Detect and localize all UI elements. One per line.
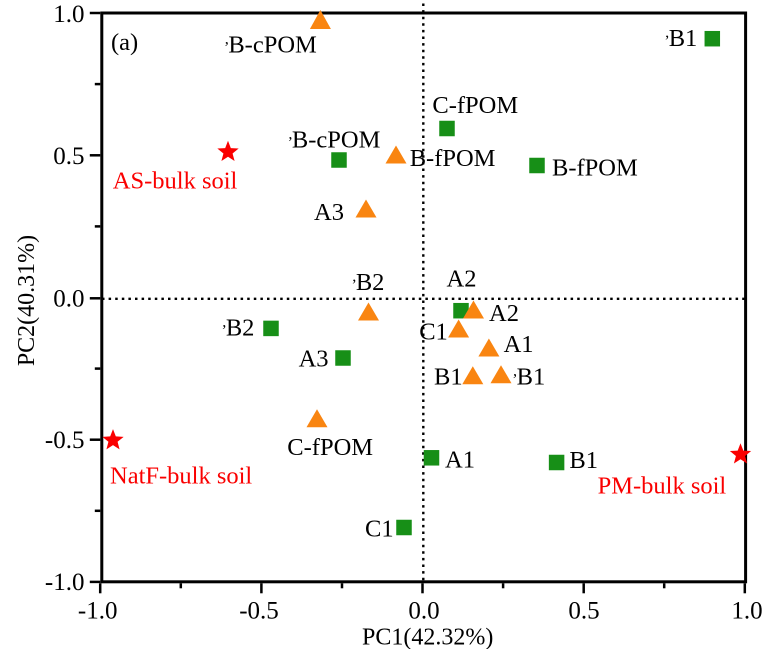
svg-text:’B-cPOM: ’B-cPOM <box>224 32 317 59</box>
svg-text:A2: A2 <box>447 266 477 293</box>
svg-text:B-fPOM: B-fPOM <box>410 145 496 172</box>
svg-text:PM-bulk soil: PM-bulk soil <box>598 473 727 500</box>
svg-text:’B1: ’B1 <box>512 364 545 391</box>
svg-text:C-fPOM: C-fPOM <box>287 434 373 461</box>
svg-text:AS-bulk soil: AS-bulk soil <box>113 168 238 195</box>
svg-text:0.5: 0.5 <box>53 143 84 170</box>
svg-text:NatF-bulk soil: NatF-bulk soil <box>110 463 252 490</box>
svg-text:B1: B1 <box>434 364 463 391</box>
svg-text:’B1: ’B1 <box>664 25 697 52</box>
svg-text:C-fPOM: C-fPOM <box>432 92 518 119</box>
svg-text:PC1(42.32%): PC1(42.32%) <box>362 625 493 649</box>
svg-text:A2: A2 <box>489 300 519 327</box>
svg-text:1.0: 1.0 <box>731 598 762 625</box>
svg-text:B-fPOM: B-fPOM <box>552 155 638 182</box>
svg-text:A1: A1 <box>504 331 534 358</box>
svg-text:-1.0: -1.0 <box>45 569 85 596</box>
svg-text:0.5: 0.5 <box>568 598 599 625</box>
svg-text:A3: A3 <box>299 346 329 373</box>
svg-text:0.0: 0.0 <box>408 598 439 625</box>
svg-text:’B-cPOM: ’B-cPOM <box>288 126 381 153</box>
svg-text:’B2: ’B2 <box>352 269 385 296</box>
svg-text:1.0: 1.0 <box>53 1 84 28</box>
svg-text:B1: B1 <box>569 447 598 474</box>
svg-text:-0.5: -0.5 <box>45 427 85 454</box>
svg-text:0.0: 0.0 <box>53 286 84 313</box>
svg-text:A3: A3 <box>314 199 344 226</box>
svg-text:C1: C1 <box>365 515 394 542</box>
svg-text:-0.5: -0.5 <box>239 598 279 625</box>
svg-text:C1: C1 <box>419 319 448 346</box>
svg-text:-1.0: -1.0 <box>78 598 118 625</box>
svg-text:PC2(40.31%): PC2(40.31%) <box>14 235 40 366</box>
svg-text:(a): (a) <box>111 29 138 56</box>
svg-text:’B2: ’B2 <box>222 315 255 342</box>
svg-text:A1: A1 <box>445 447 475 474</box>
